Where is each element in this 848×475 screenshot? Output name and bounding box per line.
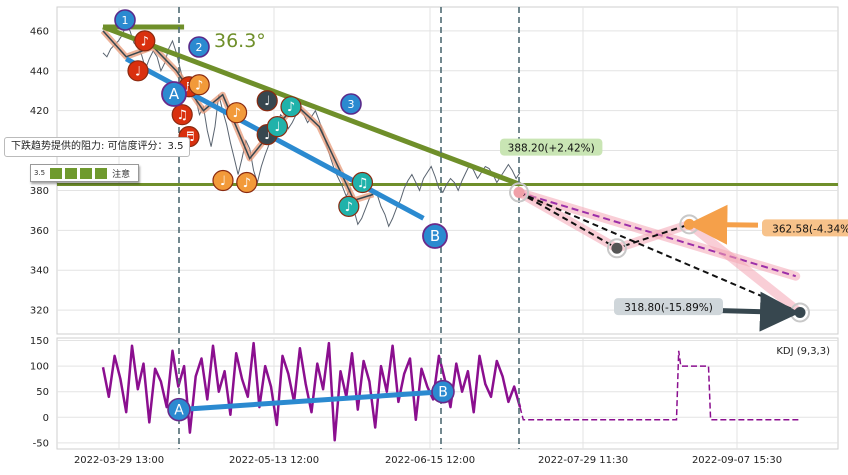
- note-marker-7: [212, 169, 234, 192]
- note-marker-1: [127, 60, 149, 82]
- kdj-legend: KDJ (9,3,3): [776, 346, 830, 357]
- note-marker-12: [280, 96, 302, 118]
- forecast-label-mid: 362.58(-4.34%): [772, 223, 848, 235]
- note-marker-glyph: ♩: [274, 120, 280, 135]
- forecast-label-lower-bg: [614, 298, 723, 316]
- panel-frames: [56, 6, 839, 450]
- arrow-mid-label: [687, 204, 759, 245]
- pattern-point-label: A: [169, 85, 180, 103]
- rating-square-4: [95, 167, 108, 179]
- pattern-point-A: [161, 81, 187, 107]
- numbered-marker-label: 1: [122, 14, 129, 27]
- note-marker-glyph: ♬: [183, 80, 195, 95]
- pattern-point-label: B: [430, 227, 440, 245]
- note-marker-glyph: ♩: [264, 94, 270, 109]
- trendline-green: [102, 24, 521, 187]
- forecast-label-upper: 388.20(+2.42%): [508, 143, 595, 155]
- note-marker-glyph: ♪: [345, 200, 353, 215]
- note-marker-3: [188, 74, 210, 96]
- note-marker-glyph: ♪: [141, 34, 149, 49]
- kdj-pattern-point-B: [431, 379, 455, 404]
- note-marker-glyph: ♫: [357, 176, 369, 191]
- price-ytick-label: 360: [30, 226, 49, 237]
- note-marker-glyph: ♪: [287, 100, 295, 115]
- forecast-label-mid-bg: [762, 219, 848, 237]
- xtick-label: 2022-06-15 12:00: [385, 455, 475, 466]
- price-ytick-label: 440: [30, 66, 49, 77]
- forecast-origin-dot-ring: [509, 182, 529, 203]
- note-marker-glyph: ♩: [135, 64, 141, 79]
- note-marker-4: [171, 104, 193, 126]
- indicator-ytick-label: -50: [33, 438, 49, 449]
- note-marker-9: [256, 90, 278, 112]
- indicator-ytick-label: 0: [43, 413, 49, 424]
- numbered-marker-label: 3: [348, 98, 355, 111]
- note-marker-glyph: ♩: [264, 128, 270, 143]
- numbered-marker-label: 2: [196, 41, 203, 54]
- rating-value: 3.5: [34, 169, 46, 177]
- kdj-pattern-point-label: A: [174, 403, 184, 419]
- xtick-label: 2022-09-07 15:30: [692, 455, 782, 466]
- kdj-series-line: [101, 341, 522, 442]
- forecast-low-dot: [794, 306, 806, 318]
- forecast-label-lower: 318.80(-15.89%): [624, 302, 713, 314]
- xtick-label: 2022-03-29 13:00: [74, 455, 164, 466]
- note-marker-glyph: ♩: [220, 174, 226, 189]
- note-marker-glyph: ♪: [243, 176, 251, 191]
- note-marker-glyph: ♪: [195, 78, 203, 93]
- indicator-ytick-label: 100: [30, 362, 49, 373]
- kdj-ab-line: [178, 389, 444, 413]
- note-marker-13: [338, 195, 360, 217]
- note-marker-8: [236, 171, 258, 194]
- numbered-marker-1: [114, 9, 136, 31]
- price-panel-frame: [56, 6, 839, 335]
- note-marker-6: [226, 102, 248, 124]
- price-ytick-label: 420: [30, 106, 49, 117]
- forecast-upper-dot: [683, 218, 695, 230]
- kdj-pattern-point-label: B: [438, 385, 448, 401]
- numbered-marker-2: [188, 36, 210, 58]
- indicator-ytick-label: 150: [30, 336, 49, 347]
- rating-square-1: [50, 167, 63, 179]
- xtick-label: 2022-05-13 12:00: [229, 455, 319, 466]
- resistance-note: 下跌趋势提供的阻力: 可信度评分：3.5: [4, 137, 191, 157]
- pattern-point-B: [422, 223, 448, 249]
- forecast-mid-dot-ring: [606, 238, 627, 259]
- forecast-origin-dot: [513, 186, 525, 198]
- xtick-label: 2022-07-29 11:30: [538, 455, 628, 466]
- forecast-label-upper-bg: [500, 138, 603, 156]
- rating-square-3: [80, 167, 93, 179]
- price-ytick-label: 340: [30, 266, 49, 277]
- resistance-note-text: 下跌趋势提供的阻力: 可信度评分：3.5: [11, 141, 184, 152]
- note-marker-glyph: ♫: [176, 108, 188, 123]
- numbered-marker-3: [340, 93, 362, 115]
- tick-labels: 320340360380400420440460-500501001502022…: [30, 26, 782, 466]
- annotation-layer: 36.3° 388.20(+2.42%) 362.58(-4.34%) 318.80(…: [114, 7, 848, 449]
- kdj-pattern-point-A: [167, 397, 191, 422]
- rating-overlay-text: 注意: [112, 169, 131, 180]
- rating-square-2: [65, 167, 78, 179]
- indicator-ytick-label: 50: [36, 387, 49, 398]
- note-marker-14: [351, 171, 373, 194]
- forecast-path-lower: [518, 191, 801, 314]
- kdj-forecast-path: [519, 350, 800, 421]
- note-marker-11: [266, 116, 288, 138]
- trendline-angle-label: 36.3°: [214, 30, 266, 52]
- price-ytick-label: 320: [30, 306, 49, 317]
- note-marker-0: [134, 30, 156, 52]
- forecast-mid-dot: [611, 242, 623, 254]
- note-marker-glyph: ♪: [232, 106, 240, 121]
- price-ytick-label: 380: [30, 186, 49, 197]
- rating-bar: 3.5 注意: [30, 164, 139, 182]
- price-ytick-label: 460: [30, 26, 49, 37]
